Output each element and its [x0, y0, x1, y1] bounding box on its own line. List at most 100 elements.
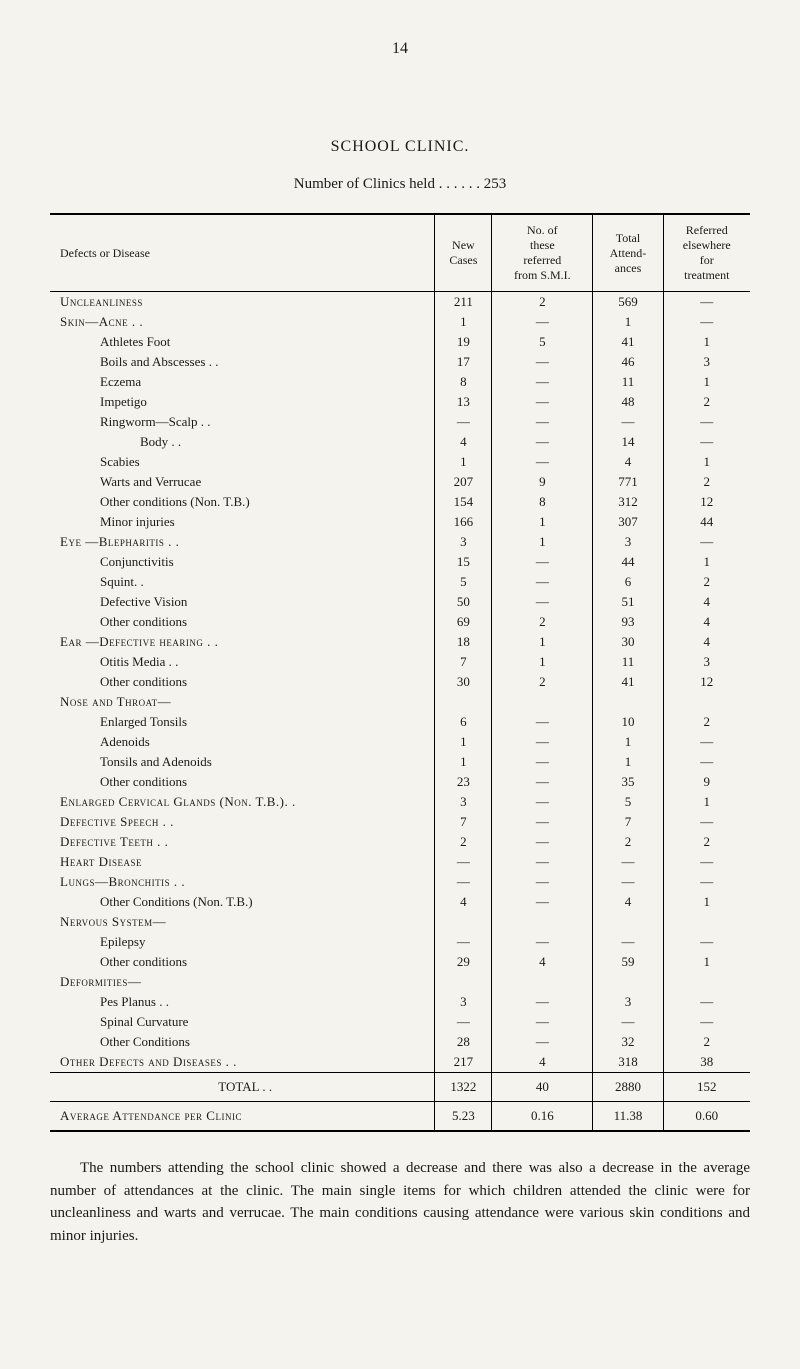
row-label: Eye —Blepharitis . .: [50, 532, 435, 552]
row-label: Warts and Verrucae: [50, 472, 435, 492]
row-label: Lungs—Bronchitis . .: [50, 872, 435, 892]
row-cell: [663, 692, 750, 712]
row-cell: 8: [492, 492, 593, 512]
row-cell: 4: [492, 1052, 593, 1073]
average-label: Average Attendance per Clinic: [50, 1102, 435, 1132]
table-row: Conjunctivitis15—441: [50, 552, 750, 572]
row-cell: —: [492, 572, 593, 592]
row-cell: 1: [435, 752, 492, 772]
row-cell: —: [593, 1012, 663, 1032]
subtitle: Number of Clinics held . . . . . . 253: [50, 176, 750, 193]
row-label: Athletes Foot: [50, 332, 435, 352]
header-referred: No. of these referred from S.M.I.: [492, 214, 593, 292]
table-row: Squint. .5—62: [50, 572, 750, 592]
row-label: Defective Vision: [50, 592, 435, 612]
row-cell: —: [663, 412, 750, 432]
table-row: Boils and Abscesses . .17—463: [50, 352, 750, 372]
subtitle-prefix: Number of Clinics held: [294, 176, 435, 192]
table-row: Uncleanliness2112569—: [50, 292, 750, 313]
table-row: Eye —Blepharitis . .313—: [50, 532, 750, 552]
row-cell: —: [492, 412, 593, 432]
row-cell: —: [492, 992, 593, 1012]
row-cell: 5: [435, 572, 492, 592]
row-cell: —: [663, 852, 750, 872]
row-cell: 59: [593, 952, 663, 972]
row-cell: 4: [435, 892, 492, 912]
table-row: Ear —Defective hearing . .181304: [50, 632, 750, 652]
table-row: Pes Planus . .3—3—: [50, 992, 750, 1012]
header-attendances: Total Attend- ances: [593, 214, 663, 292]
row-cell: 1: [663, 552, 750, 572]
total-c2: 40: [492, 1073, 593, 1102]
row-cell: 6: [435, 712, 492, 732]
table-row: Ringworm—Scalp . .————: [50, 412, 750, 432]
row-cell: 2: [663, 712, 750, 732]
row-cell: 4: [663, 592, 750, 612]
row-label: Impetigo: [50, 392, 435, 412]
row-cell: 30: [435, 672, 492, 692]
row-cell: 29: [435, 952, 492, 972]
row-label: Tonsils and Adenoids: [50, 752, 435, 772]
row-cell: 4: [492, 952, 593, 972]
row-label: Deformities—: [50, 972, 435, 992]
row-cell: —: [593, 872, 663, 892]
row-cell: [492, 692, 593, 712]
row-cell: —: [492, 312, 593, 332]
table-row: Other conditions3024112: [50, 672, 750, 692]
row-cell: 1: [492, 512, 593, 532]
table-row: Defective Vision50—514: [50, 592, 750, 612]
table-row: Nose and Throat—: [50, 692, 750, 712]
row-cell: 1: [663, 332, 750, 352]
row-cell: 569: [593, 292, 663, 313]
row-cell: 1: [663, 372, 750, 392]
row-cell: 50: [435, 592, 492, 612]
average-c2: 0.16: [492, 1102, 593, 1132]
row-cell: 2: [435, 832, 492, 852]
row-cell: 7: [435, 652, 492, 672]
row-cell: [593, 692, 663, 712]
row-cell: —: [492, 852, 593, 872]
row-cell: 318: [593, 1052, 663, 1073]
row-cell: —: [435, 932, 492, 952]
row-cell: 217: [435, 1052, 492, 1073]
total-c1: 1322: [435, 1073, 492, 1102]
row-cell: 4: [593, 452, 663, 472]
total-row: TOTAL . . 1322 40 2880 152: [50, 1073, 750, 1102]
row-label: Skin—Acne . .: [50, 312, 435, 332]
row-cell: —: [492, 432, 593, 452]
subtitle-dots: . . . . . .: [439, 176, 480, 192]
row-cell: —: [663, 812, 750, 832]
row-cell: 1: [593, 732, 663, 752]
row-cell: 7: [593, 812, 663, 832]
row-cell: 32: [593, 1032, 663, 1052]
table-row: Other Defects and Diseases . .217431838: [50, 1052, 750, 1073]
table-row: Other Conditions28—322: [50, 1032, 750, 1052]
table-row: Heart Disease————: [50, 852, 750, 872]
row-cell: 3: [663, 652, 750, 672]
row-cell: 4: [663, 612, 750, 632]
row-label: Nervous System—: [50, 912, 435, 932]
row-label: Epilepsy: [50, 932, 435, 952]
row-cell: 46: [593, 352, 663, 372]
body-paragraph: The numbers attending the school clinic …: [50, 1157, 750, 1247]
table-row: Lungs—Bronchitis . .————: [50, 872, 750, 892]
row-label: Nose and Throat—: [50, 692, 435, 712]
row-cell: —: [492, 372, 593, 392]
row-cell: 4: [435, 432, 492, 452]
table-row: Other conditions23—359: [50, 772, 750, 792]
row-cell: 69: [435, 612, 492, 632]
row-cell: 15: [435, 552, 492, 572]
header-elsewhere: Referred elsewhere for treatment: [663, 214, 750, 292]
row-cell: —: [492, 872, 593, 892]
row-label: Squint. .: [50, 572, 435, 592]
row-cell: 44: [663, 512, 750, 532]
average-c1: 5.23: [435, 1102, 492, 1132]
row-cell: —: [435, 872, 492, 892]
row-cell: 19: [435, 332, 492, 352]
row-cell: —: [663, 872, 750, 892]
row-cell: 11: [593, 652, 663, 672]
row-cell: [435, 912, 492, 932]
row-cell: 9: [663, 772, 750, 792]
row-cell: —: [492, 732, 593, 752]
row-cell: —: [663, 992, 750, 1012]
